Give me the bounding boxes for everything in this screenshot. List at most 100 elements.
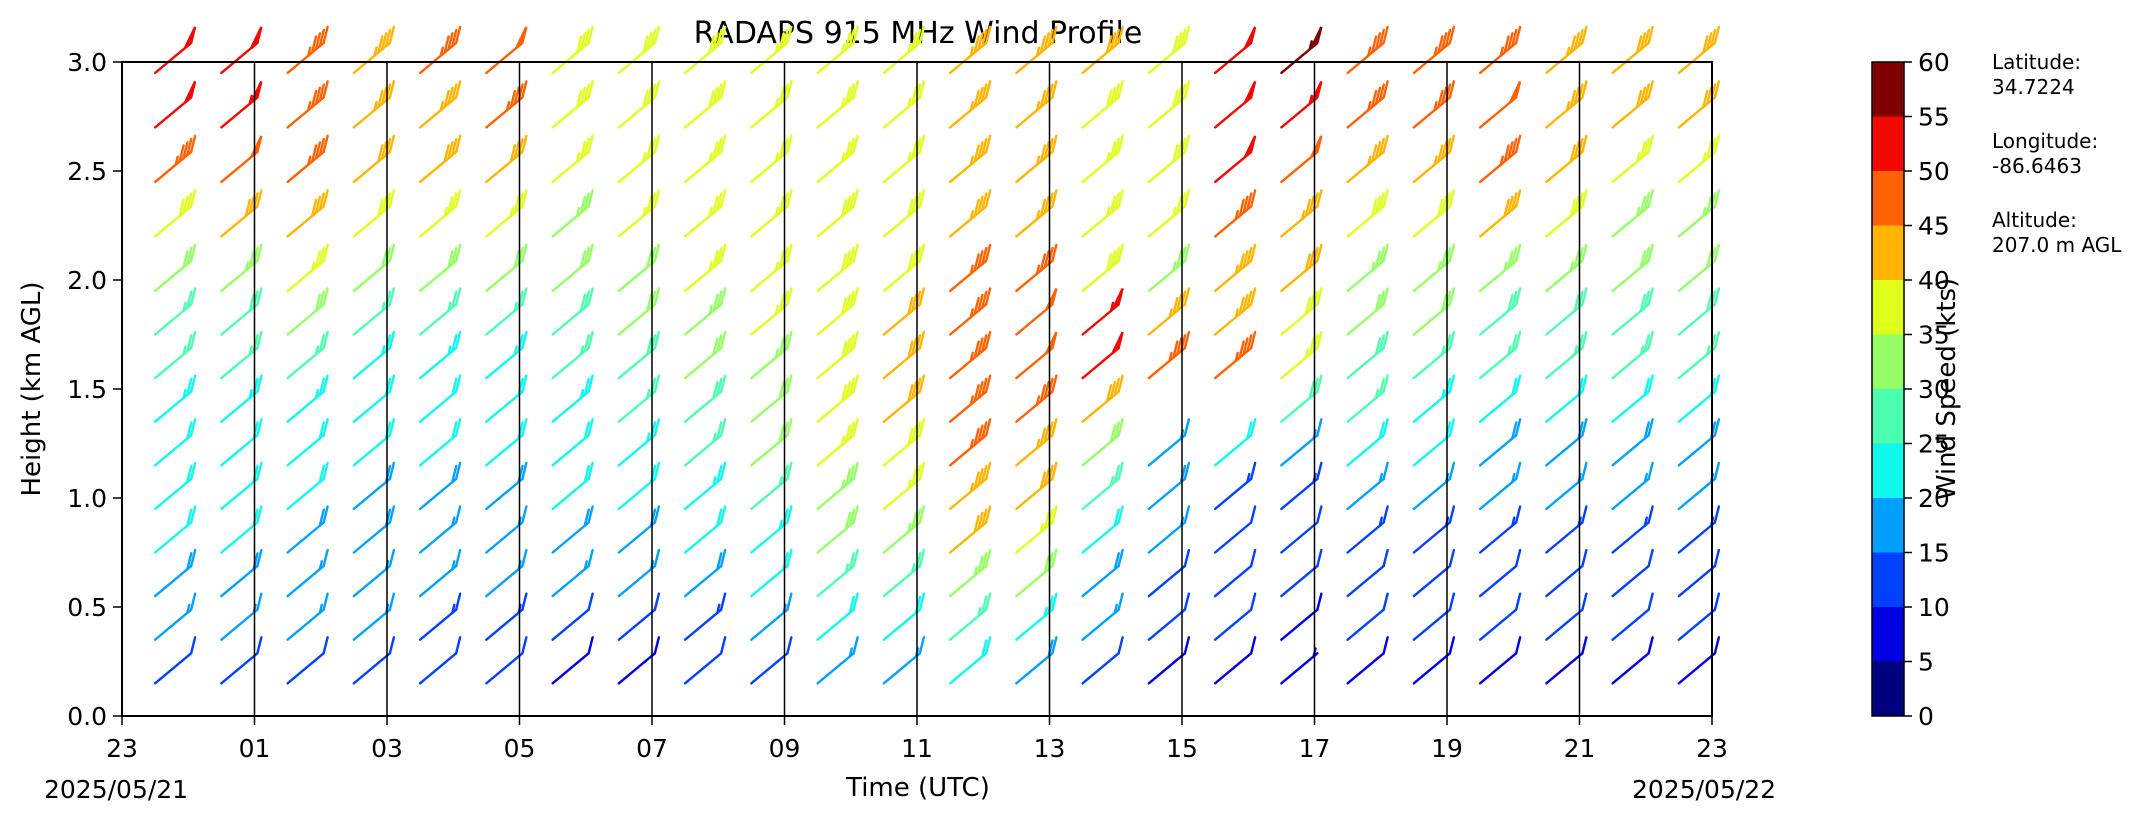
barb-full <box>852 243 859 263</box>
barb-half <box>1511 516 1516 527</box>
latitude-label: Latitude: <box>1992 50 2081 74</box>
wind-barb <box>948 25 992 75</box>
barb-full <box>1183 134 1191 154</box>
barb-shaft <box>1412 521 1452 554</box>
barb-full <box>1569 35 1577 54</box>
wind-barb <box>750 25 793 75</box>
barb-full <box>443 35 450 54</box>
barb-half <box>307 155 312 166</box>
barb-shaft <box>882 521 922 554</box>
barb-shaft <box>1545 96 1584 129</box>
barb-shaft <box>418 259 458 293</box>
barb-full <box>1382 330 1389 350</box>
barb-full <box>848 290 855 309</box>
barb-full <box>778 380 785 400</box>
y-tick-label: 1.5 <box>67 375 107 404</box>
barb-full <box>451 290 458 309</box>
barb-full <box>852 461 859 481</box>
barb-shaft <box>750 41 789 75</box>
barb-shaft <box>220 390 259 423</box>
barb-shaft <box>418 434 458 467</box>
wind-barb <box>418 25 462 75</box>
barb-full <box>918 25 926 45</box>
barb-full <box>1378 83 1385 102</box>
barb-full <box>322 592 329 611</box>
barb-full <box>1113 137 1120 157</box>
wind-barb <box>1081 374 1124 423</box>
barb-full <box>1378 192 1385 211</box>
barb-full <box>716 421 723 440</box>
wind-barb <box>220 374 263 423</box>
barb-shaft <box>418 205 458 238</box>
barb-full <box>653 80 661 99</box>
barb-shaft <box>1015 150 1054 184</box>
barb-full <box>521 548 528 568</box>
barb-full <box>182 195 189 215</box>
barb-half <box>969 46 974 57</box>
wind-barb <box>1545 330 1588 380</box>
x-tick-label: 11 <box>901 734 933 763</box>
wind-barb <box>1015 189 1058 238</box>
wind-barb <box>551 134 594 184</box>
barb-shaft <box>1412 346 1452 380</box>
barb-full <box>186 192 193 211</box>
wind-barb <box>352 243 396 293</box>
barb-full <box>1507 141 1514 160</box>
wind-barb <box>1213 548 1257 598</box>
wind-barb <box>551 189 594 238</box>
barb-full <box>1713 374 1721 393</box>
wind-barb <box>1081 505 1124 554</box>
barb-full <box>1183 461 1191 481</box>
barb-half <box>1234 210 1239 221</box>
wind-barb <box>1611 189 1654 238</box>
barb-half <box>848 647 853 658</box>
barb-full <box>1448 134 1456 154</box>
barb-shaft <box>1545 390 1584 423</box>
barb-full <box>583 137 590 157</box>
wind-barb <box>1081 636 1124 685</box>
barb-full <box>454 636 462 655</box>
barb-full <box>844 86 852 106</box>
barb-full <box>1242 250 1249 269</box>
barb-half <box>774 43 780 54</box>
barb-full <box>1175 293 1183 313</box>
wind-barb <box>948 374 992 423</box>
barb-shaft <box>750 205 789 238</box>
barb-full <box>189 330 197 350</box>
wind-barb <box>1611 134 1654 184</box>
barb-full <box>844 141 852 160</box>
barb-full <box>1304 296 1312 316</box>
barb-full <box>579 250 587 269</box>
barb-shaft <box>286 303 325 336</box>
barb-full <box>984 592 992 611</box>
barb-full <box>575 35 583 54</box>
barb-full <box>451 334 458 353</box>
barb-shaft <box>1478 521 1518 554</box>
wind-barb <box>1213 461 1257 511</box>
barb-full <box>852 505 859 524</box>
barb-shaft <box>1015 652 1054 685</box>
barb-shaft <box>1545 150 1584 184</box>
barb-flag <box>1508 80 1522 104</box>
barb-shaft <box>352 434 392 467</box>
colorbar-tick-label: 5 <box>1918 648 1934 677</box>
barb-full <box>256 505 263 524</box>
barb-full <box>1573 293 1580 313</box>
barb-shaft <box>1677 390 1717 423</box>
barb-full <box>1183 287 1191 306</box>
barb-shaft <box>286 608 325 641</box>
wind-barb <box>1147 505 1191 554</box>
barb-shaft <box>1346 205 1385 238</box>
barb-full <box>848 421 855 440</box>
wind-barb <box>1147 189 1191 238</box>
barb-shaft <box>882 652 922 685</box>
barb-full <box>1647 548 1654 568</box>
barb-half <box>1113 603 1118 615</box>
wind-barb <box>352 287 396 336</box>
barb-full <box>1249 636 1257 655</box>
barb-full <box>1117 80 1124 99</box>
barb-full <box>840 253 848 272</box>
barb-full <box>322 134 329 154</box>
barb-full <box>653 25 661 45</box>
barb-flag <box>1310 26 1323 49</box>
